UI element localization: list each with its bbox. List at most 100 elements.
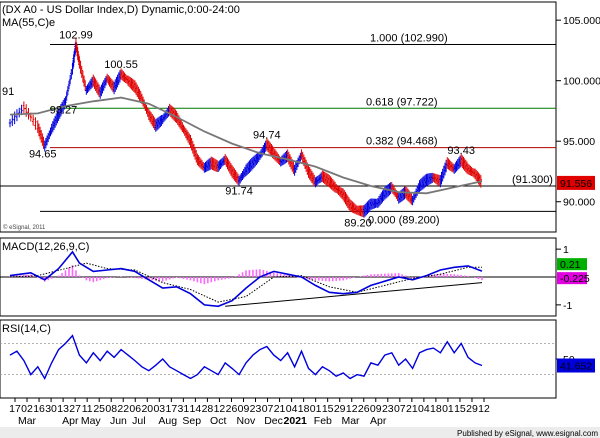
price-panel: 105.000 100.000 95.000 90.000 1.000 (102.990… <box>0 15 600 229</box>
x-day-label: 18 <box>430 403 442 415</box>
x-day-label: 23 <box>382 403 394 415</box>
x-day-label: 21 <box>274 403 286 415</box>
last-price-tag <box>557 175 595 190</box>
x-day-label: 28 <box>202 403 214 415</box>
x-day-label: 26 <box>226 403 238 415</box>
ma-indicator-label: MA(55,C)e <box>2 17 55 29</box>
price-y-tick-label: 100.000 <box>563 76 600 88</box>
macd-last-value: 0.21 <box>560 259 581 271</box>
x-day-label: 17 <box>165 403 177 415</box>
x-day-label: 27 <box>69 403 81 415</box>
price-y-tick-label: 95.000 <box>563 136 595 148</box>
macd-last-tag <box>557 258 587 271</box>
macd-last-value: -0.225 <box>560 273 590 285</box>
macd-title: MACD(12,26,9,C) <box>2 241 89 253</box>
x-day-label: 15 <box>322 403 334 415</box>
x-day-label: 07 <box>262 403 274 415</box>
x-month-label: May <box>81 415 102 427</box>
price-y-tick-label: 90.000 <box>563 197 595 209</box>
x-day-label: 14 <box>190 403 202 415</box>
x-day-label: 08 <box>105 403 117 415</box>
x-day-label: 12 <box>214 403 226 415</box>
x-month-label: Nov <box>237 415 256 427</box>
footer-bar <box>0 427 600 438</box>
fib-level-label: 1.000 (102.990) <box>370 32 448 44</box>
price-annotation: 91.74 <box>225 186 253 198</box>
x-month-label: Apr <box>370 415 387 427</box>
x-day-label: 12 <box>346 403 358 415</box>
rsi-title: RSI(14,C) <box>2 323 51 335</box>
x-day-label: 17 <box>9 403 21 415</box>
price-chart-title: (DX A0 - US Dollar Index,D) Dynamic,0:00… <box>2 4 240 16</box>
x-day-label: 30 <box>45 403 57 415</box>
x-day-label: 22 <box>117 403 129 415</box>
x-day-label: 12 <box>478 403 490 415</box>
price-annotation: 94.74 <box>253 129 281 141</box>
x-day-label: 31 <box>178 403 190 415</box>
x-day-label: 03 <box>153 403 165 415</box>
price-panel-frame <box>0 1 557 233</box>
x-day-label: 04 <box>418 403 430 415</box>
ma-55-line <box>9 96 483 195</box>
x-day-label: 07 <box>394 403 406 415</box>
x-day-label: 09 <box>370 403 382 415</box>
x-day-label: 01 <box>310 403 322 415</box>
x-day-label: 15 <box>454 403 466 415</box>
macd-y-tick-label: -1 <box>563 300 572 312</box>
x-day-label: 29 <box>334 403 346 415</box>
macd-trendline <box>225 282 483 307</box>
macd-last-tag <box>557 272 587 285</box>
macd-line <box>9 250 483 308</box>
price-annotation: 102.99 <box>59 29 93 41</box>
x-month-label: Apr <box>62 415 79 427</box>
x-month-label: Dec <box>264 415 283 427</box>
x-day-label: 21 <box>406 403 418 415</box>
x-day-label: 20 <box>141 403 153 415</box>
x-month-label: Jul <box>132 415 145 427</box>
x-day-label: 11 <box>82 403 93 415</box>
rsi-line <box>9 334 483 381</box>
price-annotation: 93.43 <box>447 145 475 157</box>
macd-panel: 1 -1 0.21 -0.225 <box>0 244 590 312</box>
x-day-label: 13 <box>57 403 69 415</box>
price-annotation: 94.65 <box>29 148 57 160</box>
x-month-label: Mar <box>341 415 360 427</box>
fib-level-label: 0.000 (89.200) <box>368 214 440 226</box>
last-price-value: 91.556 <box>560 178 592 190</box>
fib-level-label: 0.382 (94.468) <box>366 136 438 148</box>
footer-text: Published by eSignal, www.esignal.com <box>457 429 598 438</box>
rsi-last-value: 41.652 <box>560 361 592 373</box>
rsi-panel: 5041.652 <box>0 334 595 381</box>
x-month-label: Feb <box>314 415 332 427</box>
price-annotation: 100.55 <box>104 59 138 71</box>
x-day-label: 09 <box>238 403 250 415</box>
price-annotation: 89.20 <box>344 217 372 229</box>
x-day-label: 01 <box>442 403 454 415</box>
x-month-label: 2021 <box>284 415 308 427</box>
price-annotation-left: 91 <box>2 86 14 98</box>
price-annotation: 98.27 <box>50 105 78 117</box>
x-day-label: 16 <box>33 403 45 415</box>
x-day-label: 26 <box>358 403 370 415</box>
fib-level-label: (91.300) <box>512 174 553 186</box>
macd-y-tick-label: 1 <box>563 244 569 256</box>
rsi-last-tag <box>557 358 595 373</box>
x-day-label: 02 <box>21 403 33 415</box>
fib-level-label: 0.618 (97.722) <box>366 96 438 108</box>
x-day-label: 06 <box>129 403 141 415</box>
x-month-label: Mar <box>18 415 37 427</box>
x-month-label: Sep <box>182 415 201 427</box>
x-day-label: 04 <box>286 403 298 415</box>
x-month-label: Oct <box>210 415 226 427</box>
watermark: © eSignal, 2011 <box>3 224 46 231</box>
x-month-label: Jun <box>110 415 127 427</box>
x-month-label: Aug <box>158 415 177 427</box>
x-day-label: 29 <box>466 403 478 415</box>
x-day-label: 23 <box>250 403 262 415</box>
x-day-label: 25 <box>93 403 105 415</box>
x-day-label: 18 <box>298 403 310 415</box>
price-y-tick-label: 105.000 <box>563 15 600 27</box>
x-axis: 17 02 16 30 13 27 11 25 08 22 06 20 03 17 31 14 28 12 26 09… <box>9 398 490 427</box>
macd-signal-line <box>9 262 482 303</box>
